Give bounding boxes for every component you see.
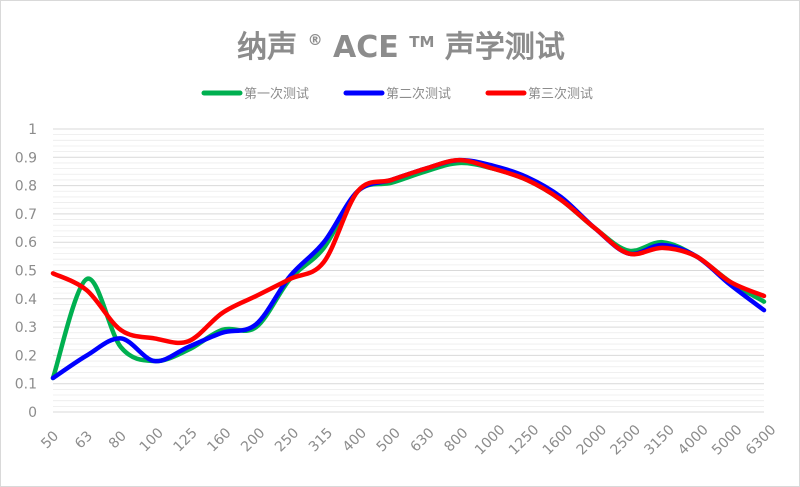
chart-title-registered-mark: ® (308, 31, 323, 49)
x-tick-label: 63 (72, 428, 96, 452)
chart-title-part1: 纳声 (237, 30, 297, 65)
x-tick-label: 80 (106, 428, 130, 452)
x-tick-label: 160 (204, 425, 234, 455)
x-tick-label: 5000 (709, 422, 746, 459)
x-tick-label: 315 (306, 425, 336, 455)
x-tick-label: 2500 (607, 422, 644, 459)
x-tick-label: 100 (137, 425, 167, 455)
y-tick-label: 0.8 (15, 179, 37, 195)
y-tick-label: 0 (28, 405, 37, 421)
gridlines (53, 128, 764, 413)
x-tick-label: 50 (38, 428, 62, 452)
x-tick-label: 200 (238, 425, 268, 455)
x-tick-label: 1600 (540, 422, 577, 459)
y-tick-label: 0.4 (15, 292, 37, 308)
x-tick-label: 125 (170, 425, 200, 455)
chart-title-trademark: TM (409, 33, 434, 51)
x-tick-label: 400 (340, 425, 370, 455)
legend-label-2: 第二次测试 (386, 86, 451, 102)
y-tick-label: 0.9 (15, 150, 37, 166)
x-axis: 50 63 80 100 125 160 200 250 315 400 500 630 800 1000… (38, 422, 779, 459)
y-tick-label: 0.5 (15, 264, 37, 280)
y-axis: 0 0.1 0.2 0.3 0.4 0.5 0.6 0.7 0.8 0.9 1 (15, 122, 37, 421)
chart-title: 纳声 ® ACE TM 声学测试 (237, 18, 565, 65)
y-tick-label: 0.6 (15, 235, 37, 251)
y-tick-label: 0.1 (15, 377, 37, 393)
x-tick-label: 250 (272, 425, 302, 455)
series-line-3 (50, 157, 767, 346)
chart-title-part3: 声学测试 (445, 30, 565, 65)
series-lines (50, 157, 767, 381)
x-tick-label: 500 (374, 425, 404, 455)
x-tick-label: 3150 (641, 422, 678, 459)
legend-label-1: 第一次测试 (244, 86, 309, 102)
y-tick-label: 0.7 (15, 207, 37, 223)
x-tick-label: 1000 (472, 422, 509, 459)
legend-label-3: 第三次测试 (528, 86, 593, 102)
y-tick-label: 0.2 (15, 348, 37, 364)
x-tick-label: 1250 (506, 422, 543, 459)
x-tick-label: 6300 (743, 422, 780, 459)
y-tick-label: 0.3 (15, 320, 37, 336)
x-tick-label: 2000 (574, 422, 611, 459)
legend: 第一次测试 第二次测试 第三次测试 (201, 86, 593, 102)
x-tick-label: 4000 (675, 422, 712, 459)
chart-title-part2: ACE (333, 30, 399, 65)
x-tick-label: 800 (441, 425, 471, 455)
series-line-2 (50, 157, 767, 381)
x-tick-label: 630 (407, 425, 437, 455)
y-tick-label: 1 (28, 122, 37, 138)
